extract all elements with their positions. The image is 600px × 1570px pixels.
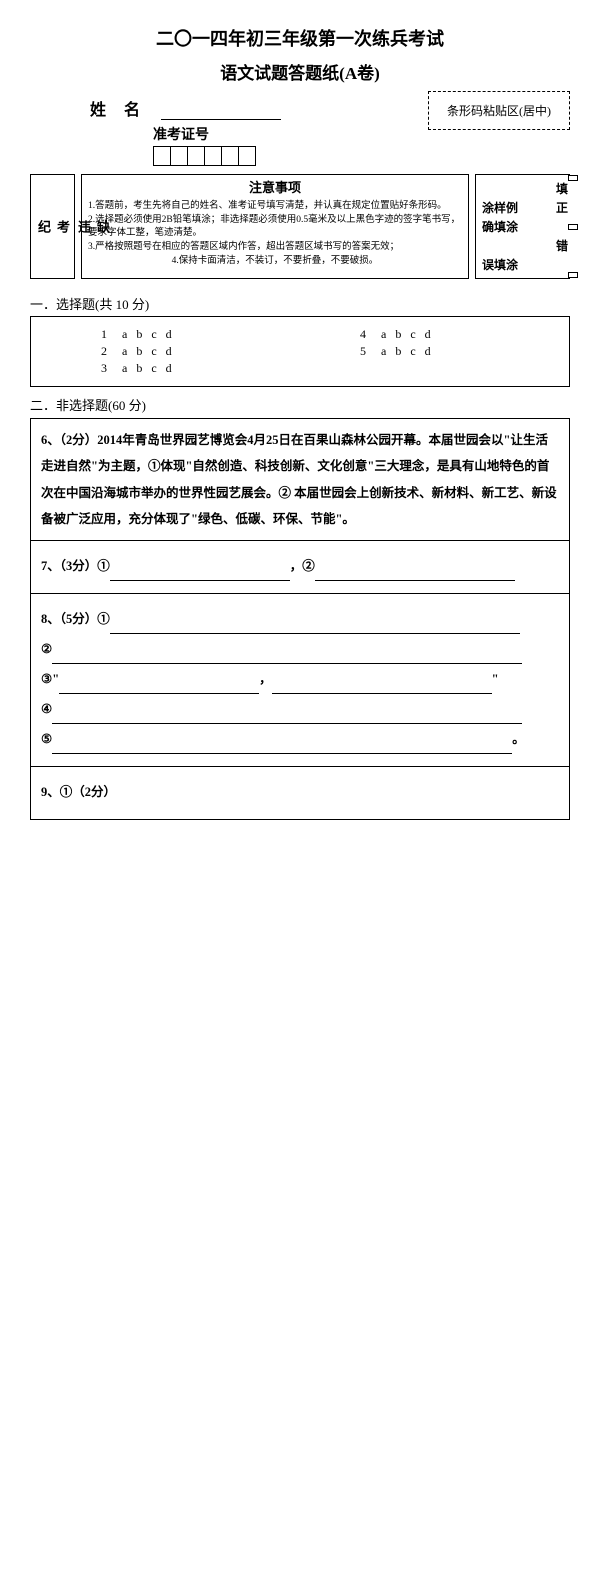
ticket-cell[interactable] <box>187 146 205 166</box>
mcq-o4[interactable]: a b c d <box>381 327 434 341</box>
q8-blank4[interactable] <box>52 710 522 724</box>
rf-4b: 误填涂 <box>482 256 518 273</box>
q6-text: 6、（2分）2014年青岛世界园艺博览会4月25日在百果山森林公园开幕。本届世园… <box>31 419 569 541</box>
mark-icon <box>568 272 578 278</box>
q8-label: 8、（5分）① <box>41 612 110 626</box>
q9-row: 9、①（2分） <box>31 767 569 819</box>
ticket-cell[interactable] <box>204 146 222 166</box>
q9-label: 9、①（2分） <box>41 785 116 799</box>
q7-label: 7、（3分）① <box>41 559 110 573</box>
mcq-o1[interactable]: a b c d <box>122 327 175 341</box>
mcq-box: 1 a b c d 2 a b c d 3 a b c d 4 a b c d … <box>30 316 570 387</box>
q8-p5e: 。 <box>512 732 525 746</box>
q7-blank2[interactable] <box>315 567 515 581</box>
fill-sample-box: 填 涂样例 正 确填涂 错 误填涂 <box>475 174 570 279</box>
mcq-o3[interactable]: a b c d <box>122 361 175 375</box>
notice-title: 注意事项 <box>88 179 462 198</box>
lv-c1: 考 <box>53 179 72 274</box>
ticket-cell[interactable] <box>238 146 256 166</box>
q7-blank1[interactable] <box>110 567 290 581</box>
notice-l4: 4.保持卡面清洁，不装订，不要折叠，不要破损。 <box>88 255 462 269</box>
notice-l2: 2.选择题必须使用2B铅笔填涂；非选择题必须使用0.5毫米及以上黑色字迹的签字笔… <box>88 214 462 242</box>
q8-p3: ③" <box>41 672 59 686</box>
mark-icon <box>568 224 578 230</box>
absent-discipline-box: 考纪 缺违 <box>30 174 75 279</box>
name-label: 姓名 <box>90 102 158 119</box>
q8-blank5[interactable] <box>52 740 512 754</box>
rf-2a: 涂样例 <box>482 199 518 216</box>
ticket-cell[interactable] <box>153 146 171 166</box>
rf-1: 填 <box>556 180 568 197</box>
sub-title: 语文试题答题纸(A卷) <box>30 59 570 84</box>
mcq-n2: 2 <box>101 344 116 359</box>
section2-label: 二．非选择题(60 分) <box>30 395 570 414</box>
ticket-label: 准考证号 <box>153 124 281 144</box>
q7-sep: ，② <box>290 559 315 573</box>
name-input-line[interactable] <box>161 119 281 120</box>
q8-blank3[interactable] <box>59 680 259 694</box>
q8-row: 8、（5分）① ② ③" ， " ④ ⑤ 。 <box>31 594 569 767</box>
mcq-n3: 3 <box>101 361 116 376</box>
q8-p4e: " <box>492 672 499 686</box>
rf-3a: 确填涂 <box>482 218 518 235</box>
barcode-zone: 条形码粘贴区(居中) <box>428 91 570 130</box>
lv-c2: 纪 <box>34 179 53 274</box>
mark-icon <box>568 175 578 181</box>
q8-blank2[interactable] <box>52 650 522 664</box>
main-title: 二〇一四年初三年级第一次练兵考试 <box>30 25 570 51</box>
notice-l3: 3.严格按照题号在相应的答题区域内作答，超出答题区域书写的答案无效； <box>88 241 462 255</box>
mcq-o2[interactable]: a b c d <box>122 344 175 358</box>
q8-p3e: ， <box>259 672 272 686</box>
info-row: 姓名 准考证号 条形码粘贴区(居中) <box>30 96 570 166</box>
q8-p2: ② <box>41 642 52 656</box>
q7-row: 7、（3分）① ，② <box>31 541 569 594</box>
ticket-cell[interactable] <box>221 146 239 166</box>
notice-l1: 1.答题前，考生先将自己的姓名、准考证号填写清楚，并认真在规定位置贴好条形码。 <box>88 200 462 214</box>
q8-blank3b[interactable] <box>272 680 492 694</box>
mcq-n5: 5 <box>360 344 375 359</box>
mcq-n1: 1 <box>101 327 116 342</box>
q8-p4: ④ <box>41 702 52 716</box>
q8-p5: ⑤ <box>41 732 52 746</box>
q8-blank1[interactable] <box>110 620 520 634</box>
essay-box: 6、（2分）2014年青岛世界园艺博览会4月25日在百果山森林公园开幕。本届世园… <box>30 418 570 820</box>
rf-2b: 正 <box>556 199 568 216</box>
ticket-cell[interactable] <box>170 146 188 166</box>
mcq-n4: 4 <box>360 327 375 342</box>
rf-4a: 错 <box>556 237 568 254</box>
mcq-o5[interactable]: a b c d <box>381 344 434 358</box>
ticket-boxes <box>153 146 281 166</box>
notice-box: 注意事项 1.答题前，考生先将自己的姓名、准考证号填写清楚，并认真在规定位置贴好… <box>81 174 469 279</box>
section1-label: 一．选择题(共 10 分) <box>30 294 570 313</box>
